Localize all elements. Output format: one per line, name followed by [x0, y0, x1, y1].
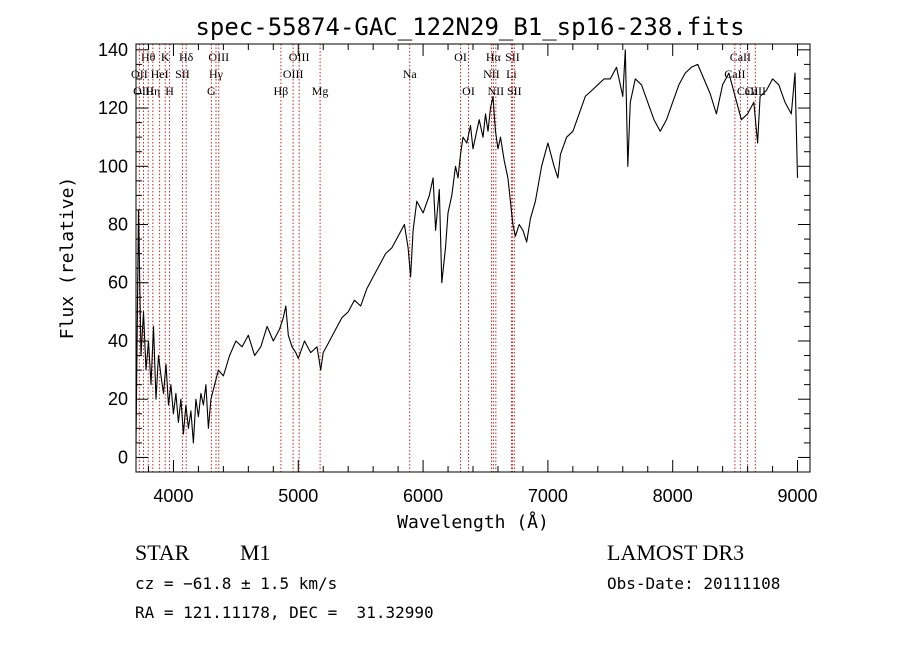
x-tick-label-1: 5000: [278, 486, 318, 506]
chart-title: spec-55874-GAC_122N29_B1_sp16-238.fits: [195, 13, 744, 41]
line-label-2: OIII: [133, 84, 154, 98]
line-label-0: Hθ: [141, 50, 156, 64]
line-label-27: CaII: [745, 84, 766, 98]
line-label-18: OI: [462, 84, 475, 98]
line-label-9: OIII: [208, 50, 229, 64]
line-label-6: SII: [175, 67, 190, 81]
line-label-28: CaII: [737, 84, 758, 98]
line-label-13: OIII: [289, 50, 310, 64]
y-tick-label-7: 140: [98, 40, 128, 60]
line-label-10: Hγ: [209, 67, 224, 81]
y-tick-label-6: 120: [98, 98, 128, 118]
line-label-20: NII: [483, 67, 500, 81]
line-label-25: CaII: [730, 50, 751, 64]
line-label-21: NII: [488, 84, 505, 98]
x-axis-label: Wavelength (Å): [397, 511, 549, 533]
y-tick-label-1: 20: [108, 389, 128, 409]
survey-label: LAMOST DR3: [607, 540, 745, 565]
y-tick-label-3: 60: [108, 273, 128, 293]
line-label-16: Na: [403, 67, 418, 81]
line-label-7: H: [165, 84, 174, 98]
x-tick-label-2: 6000: [403, 486, 443, 506]
x-tick-label-4: 8000: [653, 486, 693, 506]
line-label-24: SII: [507, 84, 522, 98]
y-tick-label-5: 100: [98, 156, 128, 176]
line-label-5: K: [161, 50, 170, 64]
line-label-11: G: [207, 84, 216, 98]
y-tick-label-2: 40: [108, 331, 128, 351]
y-axis-label: Flux (relative): [57, 177, 78, 340]
x-tick-label-3: 7000: [528, 486, 568, 506]
line-label-1: OII: [131, 67, 148, 81]
line-label-14: OIII: [283, 67, 304, 81]
line-label-22: SII: [505, 50, 520, 64]
y-tick-label-4: 80: [108, 215, 128, 235]
line-label-8: Hδ: [179, 50, 194, 64]
line-label-12: Hβ: [274, 84, 289, 98]
observation-date: Obs-Date: 20111108: [607, 574, 781, 593]
line-label-4: HeI: [151, 67, 169, 81]
redshift-cz: cz = −61.8 ± 1.5 km/s: [135, 574, 338, 593]
ra-dec-coordinates: RA = 121.11178, DEC = 31.32990: [135, 603, 434, 622]
plot-frame: [135, 43, 811, 473]
line-label-3: Hη: [145, 84, 160, 98]
line-label-23: Li: [506, 67, 517, 81]
line-label-17: OI: [454, 50, 467, 64]
spectrum-line: [135, 49, 799, 444]
x-tick-label-0: 4000: [153, 486, 193, 506]
x-tick-label-5: 9000: [777, 486, 817, 506]
line-label-26: CaII: [724, 67, 745, 81]
y-tick-label-0: 0: [118, 447, 128, 467]
object-subclass: M1: [240, 540, 271, 565]
line-label-19: Hα: [486, 50, 502, 64]
object-class: STAR: [135, 540, 190, 565]
line-label-15: Mg: [312, 84, 329, 98]
